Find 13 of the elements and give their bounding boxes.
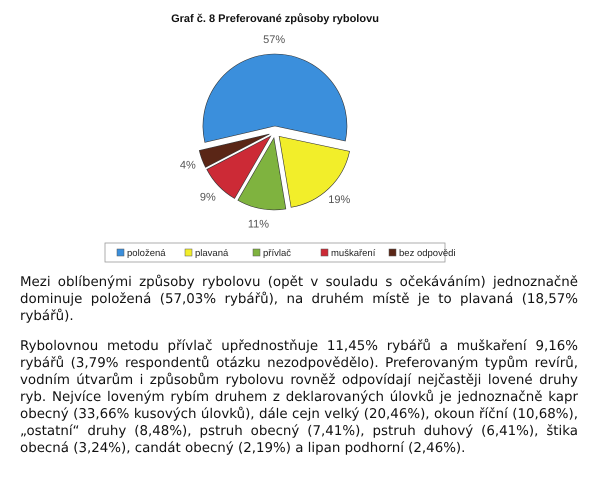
chart-title: Graf č. 8 Preferované způsoby rybolovu [171,13,379,25]
data-label: 9% [200,191,216,204]
data-label: 11% [248,218,270,231]
data-label: 19% [328,194,351,206]
legend-label: plavaná [195,248,229,259]
legend-label: položená [127,248,166,259]
legend-label: muškaření [331,248,376,259]
legend-label: přívlač [263,248,292,259]
text: Rybolovnou metodu přívlač upřednostňuje 11,45% rybářů a muškaření 9,16% rybářů (3,79% respondentů otázku nezodpovědělo). Preferovaným typům revírů, vodním útvarům i způsobům rybolovu rovněž odpovídají nejčastěji lovené druhy ryb. Nejvíce loveným rybím druhem z deklarovaných úlovků je jednoznačně kapr obecný (33,66% kusových úlovků), dále cejn velký (20,46%), okoun říční (10,68%), „ostatní“ druhy (8,48%), pstruh obecný (7,41%), pstruh duhový (6,41%), štika obecná (3,24%), candát obecný (2,19%) a lipan podhorní (2,46%). [20,338,578,457]
legend-label: bez odpovědi [399,248,456,259]
data-label: 57% [263,34,286,46]
text: Mezi oblíbenými způsoby rybolovu (opět v souladu s očekáváním) jednoznačně dominuje položená (57,03% rybářů), na druhém místě je to plavaná (18,57% rybářů). [20,274,578,325]
data-label: 4% [180,159,196,172]
